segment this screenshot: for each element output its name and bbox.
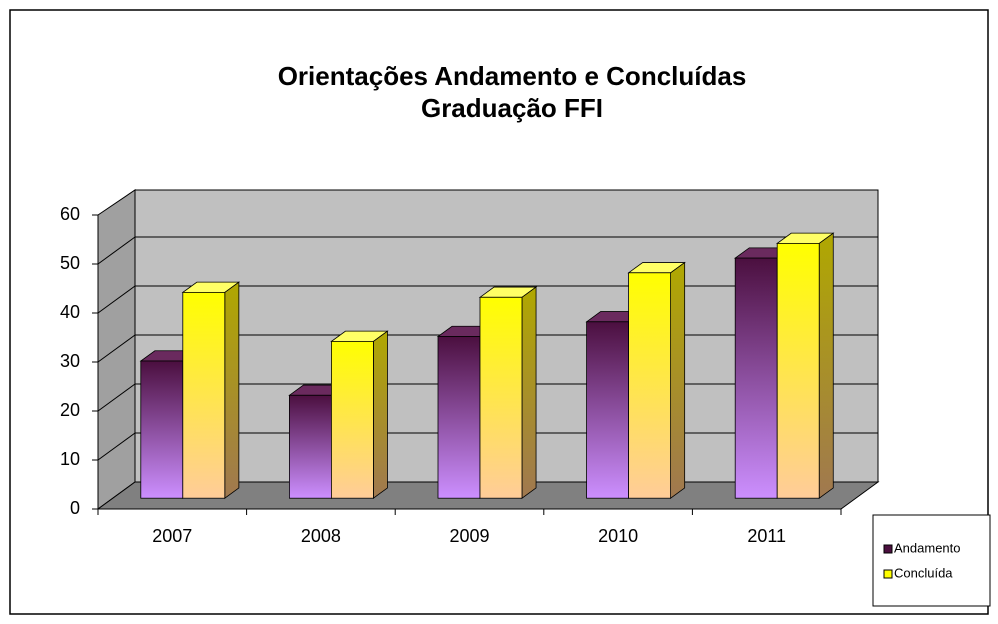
bar-front [140,360,184,499]
bar-front [586,321,629,499]
bar-front [628,272,671,499]
bar-front [288,394,332,499]
y-tick-label: 20 [60,400,80,420]
bar-front [479,296,523,499]
side-wall [97,189,136,510]
x-tick-label: 2010 [598,526,638,546]
x-tick-label: 2009 [449,526,489,546]
bar-front [182,291,226,499]
bar-front [776,242,820,499]
legend-marker [883,569,893,579]
bar-side [224,281,240,499]
chart-title: Orientações Andamento e Concluídas [278,61,747,91]
bar [181,281,241,499]
legend-label: Andamento [894,540,961,555]
chart-subtitle: Graduação FFI [421,93,603,123]
x-tick-label: 2008 [301,526,341,546]
bar-side [670,261,686,499]
y-tick-label: 0 [70,498,80,518]
grid-line-side [97,383,136,412]
bar [330,330,389,499]
y-tick-label: 40 [60,302,80,322]
bar-side [372,330,388,499]
bar-front [734,257,778,499]
legend [872,514,991,607]
bar [627,261,686,499]
y-tick-label: 50 [60,253,80,273]
grid-line-side [97,285,136,314]
y-tick-label: 10 [60,449,80,469]
bar-side [521,286,537,499]
grid-line-side [97,334,136,363]
bar [478,286,538,499]
x-tick-label: 2007 [152,526,192,546]
y-tick-label: 30 [60,351,80,371]
legend-marker [883,544,893,554]
bar-front [437,336,481,499]
grid-line-side [97,236,136,265]
bar [775,232,835,499]
legend-label: Concluída [894,565,953,580]
grid-line-side [97,432,136,461]
x-tick-label: 2011 [747,526,786,546]
y-tick-label: 60 [60,204,80,224]
bar-front [330,340,374,499]
bar-side [818,232,834,499]
